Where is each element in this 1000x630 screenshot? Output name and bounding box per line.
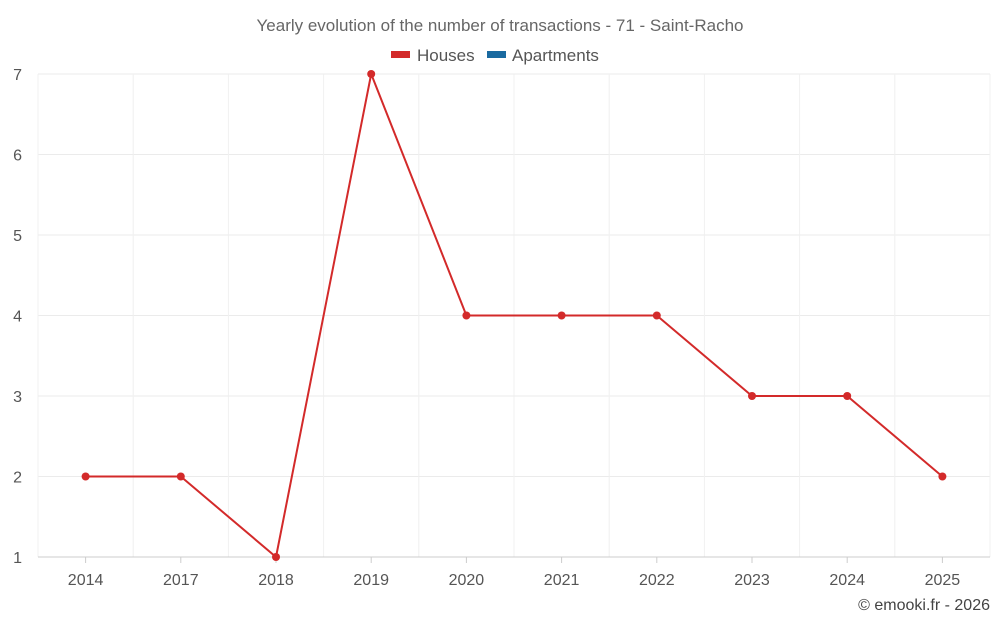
series-houses [81, 70, 947, 561]
y-tick-label: 3 [13, 389, 22, 406]
y-tick-label: 6 [13, 148, 22, 165]
x-tick-label: 2025 [925, 572, 961, 589]
x-tick-label: 2019 [353, 572, 389, 589]
legend-label-apartments[interactable]: Apartments [512, 46, 599, 65]
x-tick-label: 2023 [734, 572, 770, 589]
x-tick-label: 2017 [163, 572, 199, 589]
x-tick-label: 2018 [258, 572, 294, 589]
x-tick-label: 2014 [68, 572, 104, 589]
data-point-houses[interactable] [843, 392, 852, 400]
legend-label-houses[interactable]: Houses [417, 46, 475, 65]
chart-title: Yearly evolution of the number of transa… [257, 16, 744, 35]
y-tick-label: 5 [13, 228, 22, 245]
y-tick-label: 1 [13, 550, 22, 567]
data-point-houses[interactable] [652, 311, 661, 320]
legend-swatch-apartments [487, 51, 506, 58]
x-tick-label: 2020 [449, 572, 485, 589]
data-point-houses[interactable] [81, 472, 90, 481]
legend-swatch-houses [391, 51, 410, 58]
data-point-houses[interactable] [748, 392, 756, 400]
data-point-houses[interactable] [272, 553, 280, 561]
x-tick-label: 2022 [639, 572, 675, 589]
series-line-houses [85, 73, 944, 558]
y-tick-label: 2 [13, 470, 22, 487]
x-tick-label: 2021 [544, 572, 580, 589]
credit-text: © emooki.fr - 2026 [858, 597, 990, 614]
y-tick-label: 4 [13, 309, 22, 326]
data-point-houses[interactable] [938, 472, 947, 481]
data-point-houses[interactable] [557, 311, 566, 320]
axes: 1 2 3 4 5 6 7 2014 2017 2018 2019 2020 2021 2022 2023 2… [13, 67, 990, 589]
y-tick-label: 7 [13, 67, 22, 84]
data-point-houses[interactable] [367, 70, 376, 78]
x-tick-label: 2024 [829, 572, 865, 589]
legend: Houses Apartments [391, 46, 599, 65]
data-point-houses[interactable] [462, 311, 471, 320]
data-point-houses[interactable] [176, 472, 185, 481]
